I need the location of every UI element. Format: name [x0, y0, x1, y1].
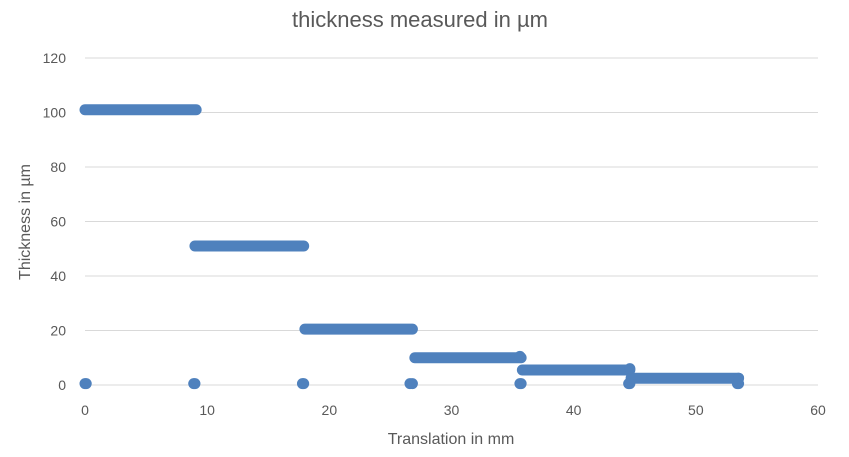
y-axis-ticks: 0 20 40 60 80 100 120 [43, 50, 67, 393]
x-tick-label: 40 [566, 402, 582, 418]
data-point [80, 378, 92, 390]
y-tick-label: 40 [50, 268, 66, 284]
chart-title: thickness measured in µm [292, 7, 548, 32]
y-tick-label: 20 [50, 323, 66, 339]
series-thickness [79, 104, 745, 390]
data-point [624, 363, 636, 375]
x-axis-ticks: 0 10 20 30 40 50 60 [81, 402, 826, 418]
y-tick-label: 120 [43, 50, 67, 66]
data-point [514, 350, 526, 362]
data-point [189, 378, 201, 390]
data-point [515, 378, 527, 390]
data-point [406, 378, 418, 390]
x-axis-title: Translation in mm [388, 431, 515, 448]
x-tick-label: 20 [322, 402, 338, 418]
y-tick-label: 60 [50, 214, 66, 230]
x-tick-label: 30 [444, 402, 460, 418]
y-tick-label: 100 [43, 105, 67, 121]
y-tick-label: 80 [50, 159, 66, 175]
y-axis-title: Thickness in µm [17, 164, 34, 280]
y-tick-label: 0 [58, 377, 66, 393]
gridlines [85, 57, 818, 386]
x-tick-label: 0 [81, 402, 89, 418]
data-point [733, 372, 745, 384]
x-tick-label: 10 [199, 402, 215, 418]
x-tick-label: 50 [688, 402, 704, 418]
data-point [298, 378, 310, 390]
data-point [624, 378, 636, 390]
x-tick-label: 60 [810, 402, 826, 418]
